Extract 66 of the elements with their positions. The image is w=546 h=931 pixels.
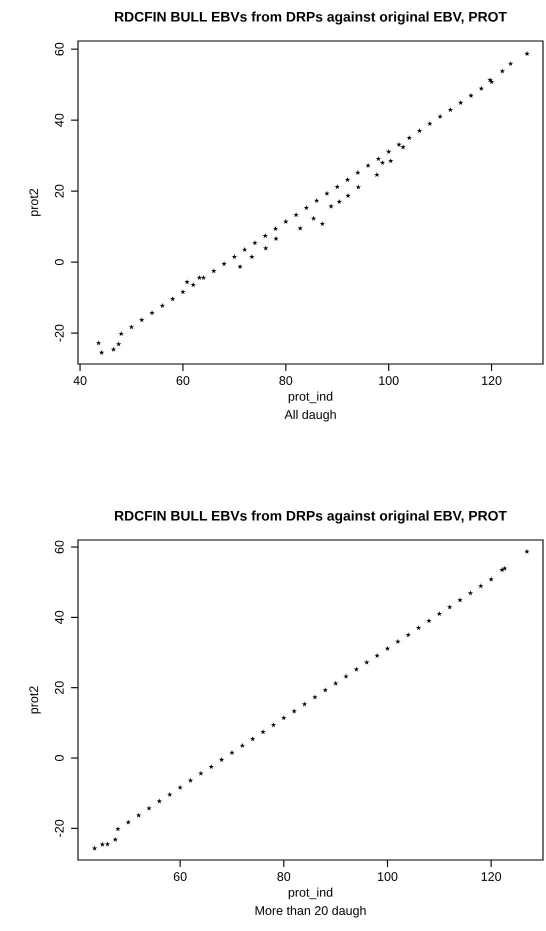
y-tick-label: 60 xyxy=(54,540,64,554)
chart-title: RDCFIN BULL EBVs from DRPs against original EBV, PROT xyxy=(115,11,507,24)
point xyxy=(260,729,266,734)
chart-title: RDCFIN BULL EBVs from DRPs against original EBV, PROT xyxy=(115,510,507,524)
text: All daugh xyxy=(284,410,336,422)
point xyxy=(188,778,194,783)
point xyxy=(100,842,106,847)
y-tick-label: 0 xyxy=(54,755,64,762)
point xyxy=(198,770,204,776)
point xyxy=(406,632,411,638)
x-tick-label: 80 xyxy=(277,872,290,881)
y-tick-label: 20 xyxy=(54,681,64,694)
x-tick-label: 60 xyxy=(176,376,190,385)
x-axis-title: prot_ind xyxy=(288,392,332,404)
point xyxy=(229,750,235,755)
point xyxy=(250,736,256,742)
point xyxy=(167,792,172,797)
point xyxy=(384,646,390,651)
point xyxy=(208,764,214,770)
x-axis-title: prot_ind xyxy=(288,888,332,900)
point xyxy=(92,846,98,851)
point xyxy=(343,674,349,679)
y-axis-title: prot2 xyxy=(29,188,41,216)
point xyxy=(426,618,432,624)
y-tick-label: -20 xyxy=(54,324,64,342)
point xyxy=(281,715,286,720)
text: More than 20 daugh xyxy=(256,906,366,918)
x-tick-label: 120 xyxy=(482,872,502,881)
y-tick-label: 20 xyxy=(54,184,64,198)
point xyxy=(354,666,360,672)
point xyxy=(524,548,530,554)
y-axis-title: prot2 xyxy=(29,686,41,714)
point xyxy=(395,638,400,644)
point xyxy=(156,798,162,804)
point xyxy=(292,708,297,714)
point xyxy=(364,660,370,665)
point xyxy=(177,784,183,790)
point xyxy=(436,611,442,616)
point xyxy=(115,826,121,832)
y-tick-label: 40 xyxy=(54,610,64,624)
x-tick-label: 60 xyxy=(174,872,187,881)
y-tick-label: -20 xyxy=(54,820,64,837)
point xyxy=(270,722,276,728)
x-tick-label: 100 xyxy=(379,376,399,385)
point xyxy=(126,820,131,825)
point xyxy=(468,590,474,596)
x-tick-label: 40 xyxy=(73,376,87,385)
y-tick-label: 40 xyxy=(54,114,64,127)
point xyxy=(302,701,308,706)
y-tick-label: 60 xyxy=(54,42,64,56)
x-tick-label: 80 xyxy=(279,376,292,385)
x-tick-label: 100 xyxy=(378,872,398,881)
point xyxy=(322,687,328,692)
point xyxy=(112,836,118,842)
point xyxy=(502,566,508,571)
point xyxy=(218,757,224,762)
point xyxy=(416,625,422,630)
y-tick-label: 0 xyxy=(54,259,64,266)
point xyxy=(488,576,494,582)
point xyxy=(136,812,142,818)
point xyxy=(478,583,484,588)
point xyxy=(240,742,245,748)
point xyxy=(146,806,152,811)
point xyxy=(447,604,452,610)
point xyxy=(333,680,338,686)
x-tick-label: 120 xyxy=(482,376,502,385)
